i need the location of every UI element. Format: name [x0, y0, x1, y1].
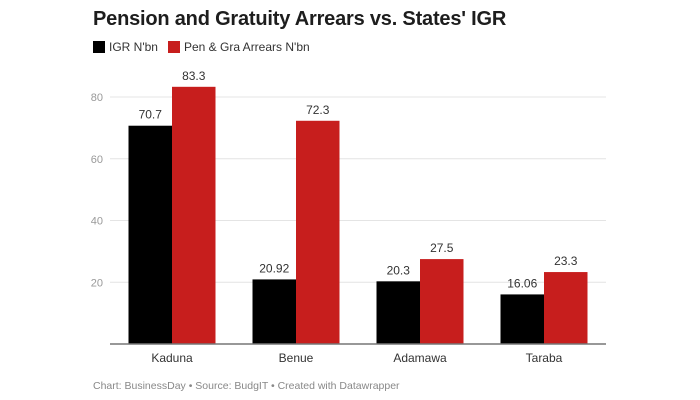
bar-arrears [296, 120, 340, 345]
x-tick-label: Adamawa [393, 351, 447, 365]
data-label: 27.5 [430, 241, 454, 255]
bar-igr [500, 294, 544, 344]
data-label: 72.3 [306, 103, 330, 117]
bar-igr [252, 279, 296, 344]
legend-label-arrears: Pen & Gra Arrears N'bn [183, 40, 310, 54]
chart-footer: Chart: BusinessDay • Source: BudgIT • Cr… [93, 380, 400, 392]
legend-swatch-igr [93, 41, 105, 53]
x-tick-label: Taraba [526, 351, 563, 365]
legend-swatch-arrears [167, 41, 180, 53]
chart-title: Pension and Gratuity Arrears vs. States'… [93, 8, 507, 30]
bar-igr [128, 125, 172, 345]
data-label: 83.3 [182, 69, 206, 83]
data-label: 16.06 [507, 276, 537, 290]
legend-item-igr: IGR N'bn [93, 40, 158, 54]
data-label: 23.3 [554, 254, 578, 268]
y-tick-label: 40 [91, 216, 103, 228]
x-tick-label: Benue [279, 351, 314, 365]
y-tick-label: 20 [91, 277, 103, 289]
data-label: 20.92 [259, 261, 289, 275]
legend-label-igr: IGR N'bn [109, 40, 158, 54]
data-label: 70.7 [139, 108, 163, 122]
bar-igr [376, 281, 420, 344]
legend: IGR N'bn Pen & Gra Arrears N'bn [93, 40, 310, 54]
bar-arrears [420, 259, 464, 344]
y-tick-label: 60 [91, 154, 103, 166]
bar-arrears [544, 272, 588, 344]
legend-item-arrears: Pen & Gra Arrears N'bn [167, 40, 310, 54]
bar-arrears [172, 86, 216, 344]
x-tick-label: Kaduna [151, 351, 193, 365]
y-tick-label: 80 [91, 92, 103, 104]
data-label: 20.3 [387, 263, 411, 277]
